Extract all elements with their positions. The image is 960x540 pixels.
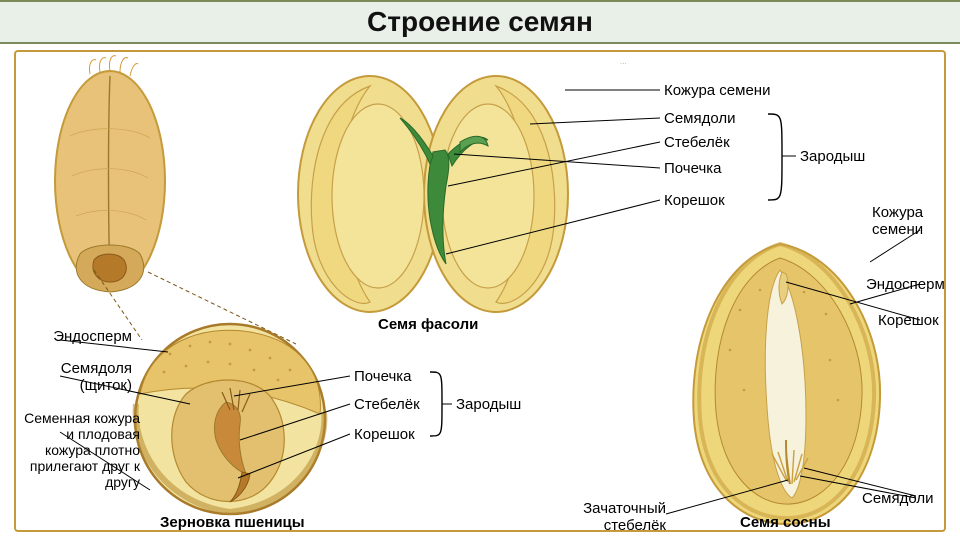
svg-text:…: … — [620, 59, 627, 66]
title-bar: Строение семян — [0, 0, 960, 44]
bean-caption: Семя фасоли — [378, 316, 478, 333]
diagram-svg: … — [0, 44, 960, 538]
wheat-grain — [55, 56, 165, 292]
diagram-stage: … Кожура семени Семядоли Стебелёк Почечк… — [0, 44, 960, 538]
pine-seed — [693, 244, 880, 524]
page-title: Строение семян — [367, 6, 593, 38]
bean-seed — [298, 76, 568, 312]
wheat-caption: Зерновка пшеницы — [160, 514, 305, 531]
wheat-zoom — [135, 324, 325, 514]
pine-caption: Семя сосны — [740, 514, 831, 531]
